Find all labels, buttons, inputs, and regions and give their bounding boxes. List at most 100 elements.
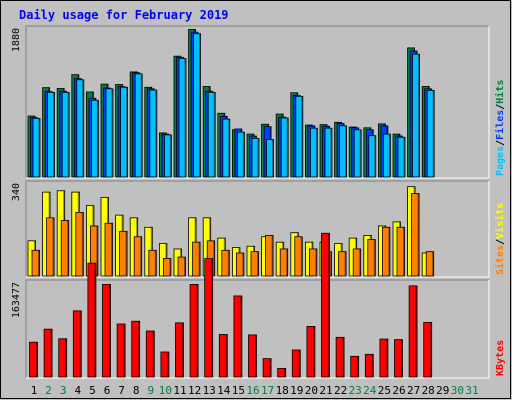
bar-fill bbox=[310, 128, 318, 177]
bar-outline bbox=[204, 258, 214, 378]
bar-shade bbox=[272, 139, 274, 177]
bar-fill bbox=[119, 231, 128, 276]
bar-fill bbox=[62, 92, 70, 177]
bar-shade bbox=[418, 54, 420, 177]
bar-fill bbox=[354, 129, 362, 177]
bar-fill bbox=[350, 356, 359, 377]
day-label-22: 22 bbox=[334, 384, 347, 397]
bar-shade bbox=[67, 92, 70, 177]
bar-pages-day-17 bbox=[266, 139, 275, 178]
bar-fill bbox=[295, 96, 303, 177]
bar-pages-day-21 bbox=[324, 127, 333, 178]
bar-outline bbox=[339, 125, 348, 178]
bar-fill bbox=[263, 358, 272, 377]
bar-fill bbox=[339, 125, 347, 177]
bar-shade bbox=[50, 329, 53, 377]
panel-edge-dark bbox=[25, 25, 489, 178]
bar-fill bbox=[179, 58, 186, 177]
bar-fill bbox=[46, 217, 55, 276]
bar-fill bbox=[131, 321, 140, 377]
bar-shade bbox=[155, 90, 157, 177]
day-label-10: 10 bbox=[159, 384, 172, 397]
bar-fill bbox=[321, 233, 330, 377]
bar-pages-day-10 bbox=[163, 134, 172, 178]
bar-shade bbox=[213, 92, 216, 177]
bar-shade bbox=[330, 128, 332, 177]
bar-fill bbox=[33, 118, 40, 177]
bar-shade bbox=[357, 356, 359, 377]
bar-outline bbox=[162, 258, 172, 277]
bar-outline bbox=[235, 252, 245, 277]
bar-shade bbox=[123, 323, 126, 377]
bar-sites-day-8 bbox=[133, 236, 143, 277]
bar-outline bbox=[368, 135, 377, 178]
chart-title: Daily usage for February 2019 bbox=[19, 8, 229, 22]
bar-outline bbox=[248, 334, 257, 378]
bar-shade bbox=[342, 337, 345, 377]
bar-outline bbox=[265, 235, 274, 277]
legend-sites: Sites bbox=[494, 245, 506, 275]
bar-shade bbox=[152, 330, 155, 377]
bar-sites-day-27 bbox=[411, 193, 420, 277]
bar-outline bbox=[163, 134, 172, 178]
bar-sites-day-11 bbox=[177, 256, 186, 277]
bar-outline bbox=[43, 328, 53, 378]
bar-fill bbox=[222, 119, 230, 177]
bar-kbytes-day-24 bbox=[364, 353, 374, 378]
bar-kbytes-day-11 bbox=[175, 322, 184, 378]
bar-sites-day-24 bbox=[367, 239, 376, 277]
bar-kbytes-day-20 bbox=[306, 325, 316, 378]
bar-kbytes-day-13 bbox=[204, 258, 214, 378]
day-label-15: 15 bbox=[232, 384, 245, 397]
bar-fill bbox=[175, 322, 184, 377]
bar-shade bbox=[374, 135, 376, 177]
bars-visits-sites bbox=[27, 186, 435, 277]
bar-outline bbox=[251, 138, 260, 178]
bar-outline bbox=[262, 358, 272, 378]
bar-outline bbox=[250, 251, 259, 277]
bar-outline bbox=[76, 79, 85, 178]
bar-shade bbox=[96, 100, 99, 177]
bar-shade bbox=[315, 248, 317, 276]
bar-shade bbox=[401, 339, 403, 377]
bar-shade bbox=[213, 240, 215, 276]
bar-outline bbox=[75, 212, 84, 277]
bar-outline bbox=[145, 330, 155, 378]
bar-outline bbox=[408, 285, 418, 378]
day-label-12: 12 bbox=[188, 384, 201, 397]
bar-outline bbox=[308, 248, 318, 277]
bar-sites-day-20 bbox=[308, 248, 318, 277]
bar-outline bbox=[321, 232, 330, 378]
bar-shade bbox=[315, 128, 318, 177]
bar-fill bbox=[383, 134, 391, 177]
bar-outline bbox=[382, 133, 391, 178]
panel-max-label: 340 bbox=[11, 183, 22, 201]
bar-kbytes-day-15 bbox=[233, 295, 243, 378]
bar-fill bbox=[233, 295, 242, 377]
bar-fill bbox=[29, 342, 38, 377]
bar-pages-day-11 bbox=[178, 58, 187, 178]
bar-shade bbox=[96, 225, 98, 276]
bar-outline bbox=[46, 217, 55, 277]
bar-shade bbox=[344, 251, 347, 276]
bar-pages-day-4 bbox=[76, 79, 85, 178]
panel-legend: Sites/Visits bbox=[494, 203, 506, 275]
bar-fill bbox=[163, 258, 171, 276]
bar-shade bbox=[284, 368, 286, 377]
day-label-16: 16 bbox=[246, 384, 259, 397]
day-label-4: 4 bbox=[74, 384, 81, 397]
legend-separator: / bbox=[495, 104, 506, 110]
bar-shade bbox=[328, 233, 330, 377]
bar-outline bbox=[280, 117, 289, 178]
day-labels: 1 2 3 4 5 6 7 8 9 10 11 12 13 14 15 16 17 18 19 20 21 22 23 24 2… bbox=[31, 384, 479, 397]
bar-kbytes-day-21 bbox=[321, 232, 330, 378]
bar-fill bbox=[178, 257, 186, 276]
bar-fill bbox=[102, 284, 111, 377]
bar-fill bbox=[379, 339, 388, 377]
bar-shade bbox=[199, 33, 201, 177]
bars-hits-files-pages bbox=[27, 28, 435, 178]
bar-outline bbox=[352, 248, 362, 277]
bar-shade bbox=[52, 217, 55, 276]
